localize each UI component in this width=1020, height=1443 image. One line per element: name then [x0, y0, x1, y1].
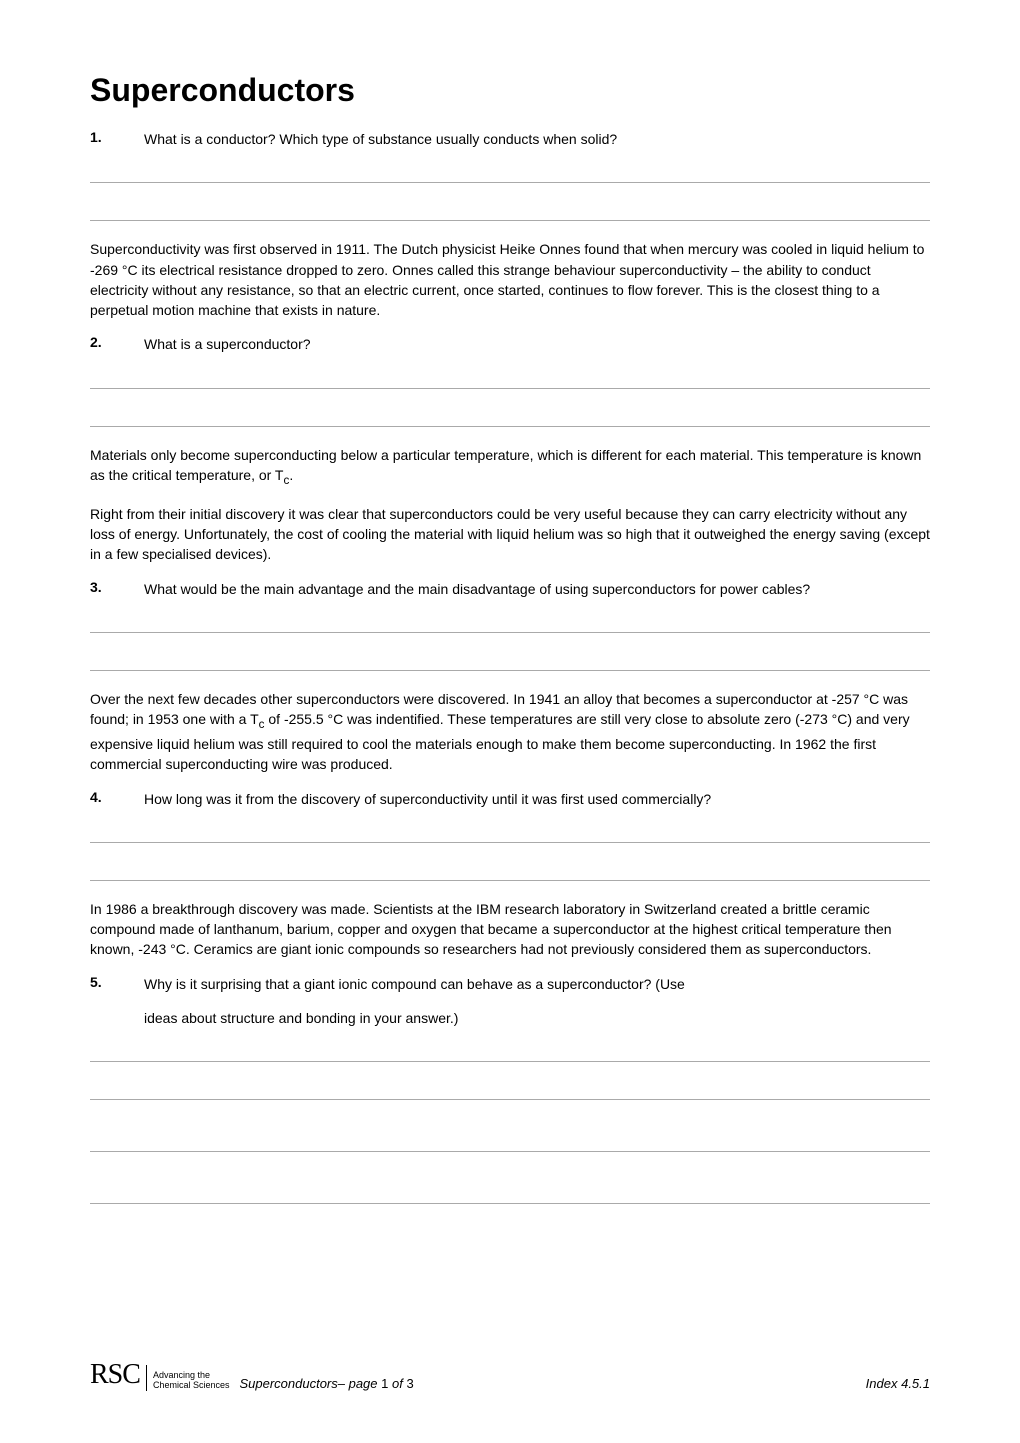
answer-line [90, 1080, 930, 1100]
question-text: ideas about structure and bonding in you… [144, 1008, 458, 1028]
answer-line [90, 861, 930, 881]
answer-line [90, 363, 930, 389]
answer-line [90, 201, 930, 221]
answer-line [90, 817, 930, 843]
question-number: 2. [90, 334, 144, 354]
footer-page-of: of [388, 1376, 406, 1391]
body-paragraph: Materials only become superconducting be… [90, 445, 930, 490]
question-text: How long was it from the discovery of su… [144, 789, 711, 809]
body-paragraph: Superconductivity was first observed in … [90, 239, 930, 320]
answer-line [90, 407, 930, 427]
footer-doc-title: Superconductors [239, 1376, 337, 1391]
rsc-tagline-line2: Chemical Sciences [153, 1381, 230, 1391]
question-number: 5. [90, 974, 144, 994]
question-4: 4. How long was it from the discovery of… [90, 789, 930, 809]
footer-page-sep: – page [338, 1376, 381, 1391]
answer-line [90, 607, 930, 633]
question-text: What is a conductor? Which type of subst… [144, 129, 617, 149]
question-5: 5. Why is it surprising that a giant ion… [90, 974, 930, 994]
answer-line [90, 651, 930, 671]
rsc-tagline: Advancing the Chemical Sciences [153, 1371, 230, 1391]
question-1: 1. What is a conductor? Which type of su… [90, 129, 930, 149]
body-paragraph: Right from their initial discovery it wa… [90, 504, 930, 565]
question-number: 4. [90, 789, 144, 809]
question-number: 3. [90, 579, 144, 599]
question-number: 1. [90, 129, 144, 149]
question-text: What would be the main advantage and the… [144, 579, 810, 599]
answer-line [90, 1036, 930, 1062]
rsc-logo-divider [146, 1365, 147, 1391]
question-2: 2. What is a superconductor? [90, 334, 930, 354]
footer-page-info: – page 1 of 3 [338, 1376, 414, 1391]
answer-line [90, 1184, 930, 1204]
question-3: 3. What would be the main advantage and … [90, 579, 930, 599]
question-number-spacer [90, 1008, 144, 1028]
rsc-logo: RSC Advancing the Chemical Sciences [90, 1359, 229, 1391]
footer-left: RSC Advancing the Chemical Sciences Supe… [90, 1359, 414, 1391]
question-text: Why is it surprising that a giant ionic … [144, 974, 685, 994]
question-text: What is a superconductor? [144, 334, 311, 354]
question-5-line2: ideas about structure and bonding in you… [90, 1008, 930, 1028]
answer-line [90, 1132, 930, 1152]
footer-page-total: 3 [406, 1376, 413, 1391]
paragraph-text: Materials only become superconducting be… [90, 447, 921, 483]
page-footer: RSC Advancing the Chemical Sciences Supe… [90, 1359, 930, 1391]
footer-index: Index 4.5.1 [866, 1376, 930, 1391]
paragraph-text: . [289, 467, 293, 483]
answer-line [90, 157, 930, 183]
rsc-logo-text: RSC [90, 1359, 140, 1391]
body-paragraph: In 1986 a breakthrough discovery was mad… [90, 899, 930, 960]
page-title: Superconductors [90, 72, 930, 109]
body-paragraph: Over the next few decades other supercon… [90, 689, 930, 775]
